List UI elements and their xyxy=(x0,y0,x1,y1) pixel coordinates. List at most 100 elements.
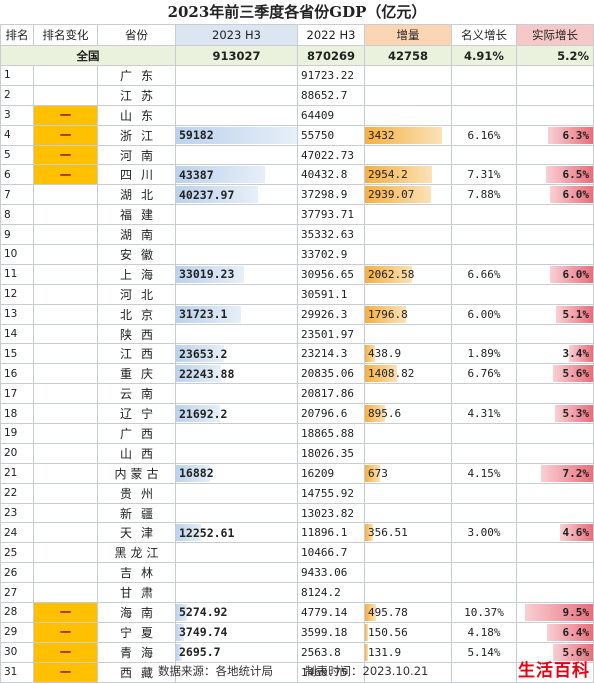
increase-cell xyxy=(364,323,452,345)
rank-cell: 12 xyxy=(0,283,34,305)
h3-2023-cell xyxy=(175,482,298,504)
h3-2022-cell: 64409 xyxy=(297,104,365,126)
h3-2023-cell xyxy=(175,204,298,226)
real-growth-cell: 5.3% xyxy=(516,403,594,425)
rank-change-cell xyxy=(33,184,98,206)
h3-2023-cell: 5274.92 xyxy=(175,602,298,623)
blue-data-bar xyxy=(176,305,241,323)
h3-2023-cell: 3749.74 xyxy=(175,621,298,643)
table-row: 26 吉林 9433.06 xyxy=(0,562,594,584)
nominal-growth-cell: 6.16% xyxy=(451,124,517,146)
orange-data-bar xyxy=(365,365,397,383)
table-row: 23 新疆 13023.82 xyxy=(0,502,594,524)
table-row: 18 辽宁 21692.2 20796.6 895.6 4.31% 5.3% xyxy=(0,403,594,425)
table-row: 25 黑龙江 10466.7 xyxy=(0,542,594,564)
rank-cell: 21 xyxy=(0,462,34,484)
cell-value: 3.4% xyxy=(562,347,590,361)
rank-change-cell xyxy=(33,462,98,484)
cell-value: 495.78 xyxy=(368,605,408,619)
pink-data-bar xyxy=(546,623,593,641)
orange-data-bar xyxy=(365,643,368,661)
rank-cell: 20 xyxy=(0,442,34,464)
real-growth-cell xyxy=(516,65,594,86)
increase-cell xyxy=(364,502,452,524)
province-cell: 浙江 xyxy=(97,124,176,146)
h3-2023-cell xyxy=(175,502,298,524)
cell-value: 2062.58 xyxy=(368,267,415,281)
h3-2022-cell: 8124.2 xyxy=(297,582,365,604)
cell-value: 150.56 xyxy=(368,625,408,639)
nominal-growth-cell: 7.31% xyxy=(451,164,517,186)
total-increase: 42758 xyxy=(364,45,452,66)
increase-cell xyxy=(364,383,452,405)
rank-cell: 1 xyxy=(0,65,34,86)
h3-2023-cell xyxy=(175,104,298,126)
rank-change-cell: 一 xyxy=(33,104,98,126)
rank-cell: 19 xyxy=(0,423,34,444)
nominal-growth-cell: 4.31% xyxy=(451,403,517,425)
nominal-growth-cell xyxy=(451,104,517,126)
cell-value: 5274.92 xyxy=(179,605,228,620)
increase-cell xyxy=(364,582,452,604)
increase-cell: 2939.07 xyxy=(364,184,452,206)
rank-change-cell xyxy=(33,482,98,504)
data-source: 数据来源：各地统计局 xyxy=(158,664,273,678)
orange-data-bar xyxy=(365,464,381,482)
rank-cell: 8 xyxy=(0,204,34,226)
province-cell: 海南 xyxy=(97,602,176,623)
rank-change-cell xyxy=(33,423,98,444)
footer: 数据来源：各地统计局 制表时间：2023.10.21 xyxy=(0,660,594,683)
province-cell: 宁夏 xyxy=(97,621,176,643)
table-row: 7 湖北 40237.97 37298.9 2939.07 7.88% 6.0% xyxy=(0,184,594,206)
nominal-growth-cell: 4.15% xyxy=(451,462,517,484)
total-real: 5.2% xyxy=(516,45,594,66)
rank-change-cell xyxy=(33,303,98,325)
pink-data-bar xyxy=(559,524,593,542)
increase-cell xyxy=(364,84,452,106)
province-cell: 湖北 xyxy=(97,184,176,206)
cell-value: 6.0% xyxy=(562,188,590,202)
header-province: 省份 xyxy=(97,24,176,46)
table-row: 17 云南 20817.86 xyxy=(0,383,594,405)
pink-data-bar xyxy=(556,305,593,323)
rank-cell: 24 xyxy=(0,522,34,544)
nominal-growth-cell xyxy=(451,204,517,226)
table-row: 5 一河南 47022.73 xyxy=(0,144,594,166)
table-row: 16 重庆 22243.88 20835.06 1408.82 6.76% 5.6% xyxy=(0,363,594,385)
rank-change-cell: 一 xyxy=(33,621,98,643)
real-growth-cell xyxy=(516,204,594,226)
total-h3-2023: 913027 xyxy=(175,45,298,66)
table-row: 11 上海 33019.23 30956.65 2062.58 6.66% 6.0% xyxy=(0,263,594,285)
increase-cell xyxy=(364,65,452,86)
rank-cell: 7 xyxy=(0,184,34,206)
h3-2022-cell: 13023.82 xyxy=(297,502,365,524)
cell-value: 4.6% xyxy=(562,526,590,540)
cell-value: 673 xyxy=(368,466,388,480)
rank-cell: 9 xyxy=(0,224,34,246)
increase-cell: 673 xyxy=(364,462,452,484)
blue-data-bar xyxy=(176,643,182,661)
province-cell: 上海 xyxy=(97,263,176,285)
table-row: 31 一西藏 1460.75 xyxy=(0,661,594,683)
orange-data-bar xyxy=(365,345,375,363)
table-row: 12 河北 30591.1 xyxy=(0,283,594,305)
h3-2022-cell: 37793.71 xyxy=(297,204,365,226)
cell-value: 5.6% xyxy=(562,367,590,381)
h3-2022-cell: 35332.63 xyxy=(297,224,365,246)
rank-cell: 28 xyxy=(0,602,34,623)
real-growth-cell xyxy=(516,582,594,604)
real-growth-cell xyxy=(516,283,594,305)
table-row: 24 天津 12252.61 11896.1 356.51 3.00% 4.6% xyxy=(0,522,594,544)
real-growth-cell: 6.4% xyxy=(516,621,594,643)
real-growth-cell xyxy=(516,84,594,106)
h3-2023-cell xyxy=(175,65,298,86)
rank-cell: 18 xyxy=(0,403,34,425)
rank-change-cell xyxy=(33,204,98,226)
header-nominal: 名义增长 xyxy=(451,24,517,46)
real-growth-cell xyxy=(516,661,594,683)
nominal-growth-cell xyxy=(451,482,517,504)
real-growth-cell xyxy=(516,224,594,246)
rank-cell: 6 xyxy=(0,164,34,186)
nominal-growth-cell xyxy=(451,502,517,524)
rank-cell: 31 xyxy=(0,661,34,683)
